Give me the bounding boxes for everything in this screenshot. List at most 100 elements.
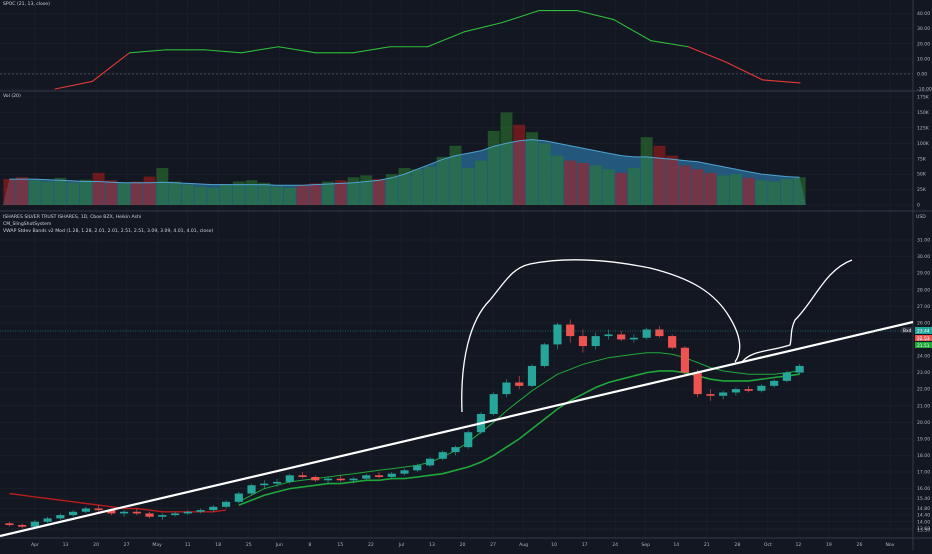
volume-bar [525,132,538,205]
x-tick-label: 8 [308,542,311,548]
candle-body [234,493,243,502]
candle-body [655,329,664,337]
price-tick-label: 16.00 [917,486,930,492]
price-tick-label: 22.00 [917,387,930,393]
volume-bar [245,180,258,205]
candle-body [56,515,65,519]
price-pane[interactable] [5,319,804,529]
candle-body [540,344,549,366]
volume-bar [41,181,54,205]
volume-bar [207,187,220,205]
sub-price-badge-2 [915,342,932,348]
candle-body [413,465,422,471]
price-tick-label: 27.00 [917,304,930,310]
volume-bar [449,145,462,205]
volume-bar [742,177,755,205]
cup-drawing[interactable] [461,259,741,413]
x-tick-label: 20 [460,542,466,548]
indicator-tick-label: 20.00 [917,41,930,47]
price-tick-label: 23.00 [917,370,930,376]
volume-bar [220,184,233,205]
volume-legend[interactable]: Vol (20) [3,94,21,99]
volume-bar [602,169,615,205]
x-tick-label: 26 [857,542,863,548]
price-tick-label: 14.40 [917,513,930,519]
volume-bar [232,181,245,205]
volume-bar [564,160,577,205]
handle-drawing[interactable] [741,259,853,363]
x-tick-label: 13 [63,542,69,548]
candle-body [158,515,167,517]
price-legend-line3[interactable]: VWAP Stdev Bands v2 Mod (1.28, 1.28, 2.0… [3,229,214,234]
candle-body [374,475,384,477]
volume-bar [118,183,131,205]
price-tick-label: 19.00 [917,436,930,442]
candle-body [247,485,256,494]
volume-bar [755,180,768,205]
indicator-line-segment [277,46,317,54]
trendline-drawing[interactable] [0,320,914,538]
y-axis-labels[interactable]: 40.00 30.00 20.00 10.00 0.00 -10.00 175K 150K 12… [917,11,932,533]
volume-bar [130,181,143,205]
price-legend-line2[interactable]: CM_SlingShotSystem [3,222,52,227]
volume-bar [576,163,589,205]
candle-body [298,475,307,477]
indicator-legend[interactable]: SPOC (21, 13, close) [3,2,50,7]
volume-tick-label: 75K [917,156,927,162]
indicator-line-segment [501,9,540,24]
x-tick-label: 15 [337,542,343,548]
indicator-line-segment [54,80,93,90]
indicator-tick-label: -10.00 [917,87,932,93]
indicator-line-segment [352,46,391,54]
candle-body [795,365,804,373]
price-tick-label: 21.00 [917,403,930,409]
price-tick-label: 24.00 [917,354,930,360]
candle-body [107,510,116,514]
candle-body [782,372,791,381]
volume-bar [360,175,373,205]
indicator-line-segment [724,61,764,81]
volume-bar [334,180,347,205]
drawing-annotations[interactable] [0,259,914,538]
candle-body [272,481,282,484]
candle-body [629,337,639,340]
grid-layer [0,0,913,538]
volume-bar [309,183,322,205]
candle-body [770,380,779,386]
volume-bar [92,172,105,205]
candle-body [451,447,460,453]
x-tick-label: Aug [519,542,528,548]
vwap-line [238,370,800,506]
candle-body [132,511,141,514]
volume-pane[interactable] [3,112,806,205]
indicator-line-segment [203,49,242,54]
candle-body [387,473,396,477]
volume-tick-label: 100K [917,141,930,147]
indicator-pane[interactable] [54,9,801,90]
indicator-tick-label: 0.00 [917,72,927,78]
candle-body [311,476,320,481]
indicator-line-segment [687,46,727,63]
x-tick-label: Jun [275,542,283,548]
x-tick-label: 21 [704,542,710,548]
volume-bar [105,180,118,205]
indicator-line-segment [464,22,503,33]
price-legend-symbol[interactable]: ISHARES SILVER TRUST ISHARES, 1D, Cboe B… [3,215,142,220]
indicator-line-segment [91,52,131,83]
volume-bar [653,145,666,205]
candle-body [566,324,575,337]
x-tick-label: 12 [795,542,801,548]
volume-bar [411,169,424,205]
price-tick-label: 18.00 [917,453,930,459]
volume-bar [475,160,487,205]
volume-bar [16,177,29,205]
volume-tick-label: 175K [917,95,930,101]
volume-tick-label: 50K [917,172,927,178]
volume-bar [347,177,360,205]
volume-ma-line [9,139,800,186]
candle-body [94,508,103,511]
volume-bar [143,176,156,205]
x-axis-labels[interactable]: Apr 13 20 27 May 11 18 25 Jun 8 15 22 Jul 13 20 27 Aug 10… [31,542,895,548]
